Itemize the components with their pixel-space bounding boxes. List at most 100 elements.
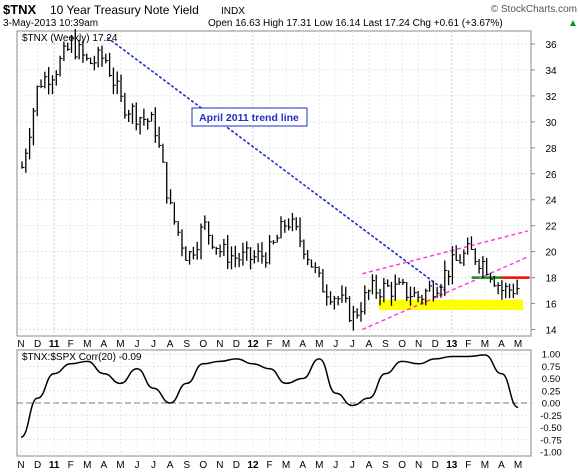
price-x-tick-label: A (299, 339, 306, 350)
instrument-name: 10 Year Treasury Note Yield (50, 3, 199, 17)
price-y-tick-label: 30 (545, 118, 557, 129)
price-y-tick-label: 18 (545, 274, 557, 285)
corr-x-tick-label: S (183, 460, 190, 471)
corr-panel-title: $TNX:$SPX Corr(20) -0.09 (22, 352, 142, 363)
corr-y-tick-label: 0.75 (542, 362, 561, 373)
price-x-tick-label: N (415, 339, 422, 350)
corr-x-tick-label: 12 (247, 460, 259, 471)
price-y-tick-label: 24 (545, 196, 557, 207)
corr-y-axis: 1.000.750.500.25 0.00-0.25-0.50-0.75 -1.00 (540, 350, 562, 459)
corr-x-tick-label: A (299, 460, 306, 471)
annotation-box (191, 107, 308, 127)
ticker-symbol: $TNX (3, 2, 37, 17)
corr-x-tick-label: F (68, 460, 74, 471)
exchange-label: INDX (221, 6, 245, 17)
price-panel-title: $TNX (Weekly) 17.24 (22, 33, 118, 44)
corr-x-tick-label: M (83, 460, 91, 471)
price-x-tick-label: M (481, 339, 489, 350)
corr-x-tick-label: A (498, 460, 505, 471)
corr-x-tick-label: J (151, 460, 156, 471)
price-x-tick-label: 11 (49, 339, 60, 350)
corr-y-tick-label: 0.25 (542, 386, 561, 397)
corr-x-tick-label: A (366, 460, 373, 471)
corr-x-tick-label: F (266, 460, 272, 471)
corr-x-tick-label: J (333, 460, 338, 471)
quote-date: 3-May-2013 10:39am (3, 18, 98, 29)
price-x-tick-label: S (382, 339, 389, 350)
corr-x-tick-label: A (167, 460, 174, 471)
price-x-axis: N D 11 F M A M J J A S O N D 12 F M A M J J A S O N D 13 F M A M (17, 339, 522, 350)
corr-x-tick-label: 13 (446, 460, 458, 471)
corr-x-tick-label: M (116, 460, 124, 471)
price-panel (16, 30, 532, 337)
channel-upper-line (362, 230, 529, 275)
corr-y-tick-label: 0.50 (542, 374, 561, 385)
corr-x-tick-label: D (34, 460, 41, 471)
price-x-tick-label: D (34, 339, 41, 350)
price-x-tick-label: S (183, 339, 190, 350)
price-y-tick-label: 26 (545, 170, 557, 181)
price-x-tick-label: A (366, 339, 373, 350)
support-zone (378, 299, 524, 311)
corr-x-tick-label: O (199, 460, 207, 471)
price-bars (21, 28, 520, 331)
price-x-tick-label: M (83, 339, 91, 350)
corr-x-tick-label: D (432, 460, 439, 471)
april-2011-trendline (106, 36, 446, 292)
corr-x-tick-label: M (481, 460, 489, 471)
corr-y-tick-label: -0.75 (540, 435, 562, 446)
price-x-tick-label: D (233, 339, 240, 350)
price-y-tick-label: 28 (545, 144, 557, 155)
price-x-tick-label: D (432, 339, 439, 350)
quote-line: Open 16.63 High 17.31 Low 16.14 Last 17.… (208, 18, 503, 29)
price-x-tick-label: A (498, 339, 505, 350)
price-x-tick-label: M (282, 339, 290, 350)
price-x-tick-label: N (17, 339, 24, 350)
price-y-tick-label: 36 (545, 40, 557, 51)
price-grid (17, 31, 531, 336)
corr-x-tick-label: J (350, 460, 355, 471)
channel-lower-line (362, 256, 529, 331)
price-y-tick-label: 14 (545, 326, 557, 337)
corr-y-tick-label: 0.00 (542, 399, 561, 410)
corr-x-tick-label: N (216, 460, 223, 471)
corr-grid (17, 350, 531, 456)
price-x-tick-label: F (465, 339, 471, 350)
price-x-tick-label: N (216, 339, 223, 350)
corr-x-axis: N D 11 F M A M J J A S O N D 12 F M A M J J A S O N D 13 F M A M (17, 460, 522, 471)
corr-x-tick-label: F (465, 460, 471, 471)
price-y-tick-label: 22 (545, 222, 557, 233)
price-overlays (106, 36, 530, 331)
price-y-tick-label: 16 (545, 300, 557, 311)
corr-x-tick-label: M (282, 460, 290, 471)
price-x-tick-label: O (398, 339, 406, 350)
corr-x-tick-label: S (382, 460, 389, 471)
price-x-tick-label: J (350, 339, 355, 350)
price-x-tick-label: A (167, 339, 174, 350)
watermark: © StockCharts.com (491, 4, 577, 15)
corr-y-tick-label: -0.50 (540, 423, 562, 434)
price-x-tick-label: A (101, 339, 108, 350)
price-x-tick-label: J (333, 339, 338, 350)
price-x-tick-label: 12 (247, 339, 259, 350)
price-x-tick-label: M (116, 339, 124, 350)
corr-x-tick-label: M (514, 460, 522, 471)
price-x-tick-label: J (151, 339, 156, 350)
corr-x-tick-label: A (101, 460, 108, 471)
corr-line-group (20, 354, 519, 439)
price-y-tick-label: 20 (545, 248, 557, 259)
corr-y-tick-label: 1.00 (542, 350, 561, 361)
price-y-tick-label: 34 (545, 66, 557, 77)
price-x-tick-label: F (68, 339, 74, 350)
corr-y-tick-label: -1.00 (540, 448, 562, 459)
price-x-tick-label: M (514, 339, 522, 350)
price-y-tick-label: 32 (545, 92, 557, 103)
price-x-tick-label: F (266, 339, 272, 350)
price-y-axis: 14 16 18 20 22 24 26 28 30 32 34 36 (531, 40, 557, 337)
corr-x-tick-label: O (398, 460, 406, 471)
quote-direction-icon: ▲ (568, 18, 578, 29)
corr-x-tick-label: 11 (49, 460, 60, 471)
corr-x-tick-label: M (315, 460, 323, 471)
